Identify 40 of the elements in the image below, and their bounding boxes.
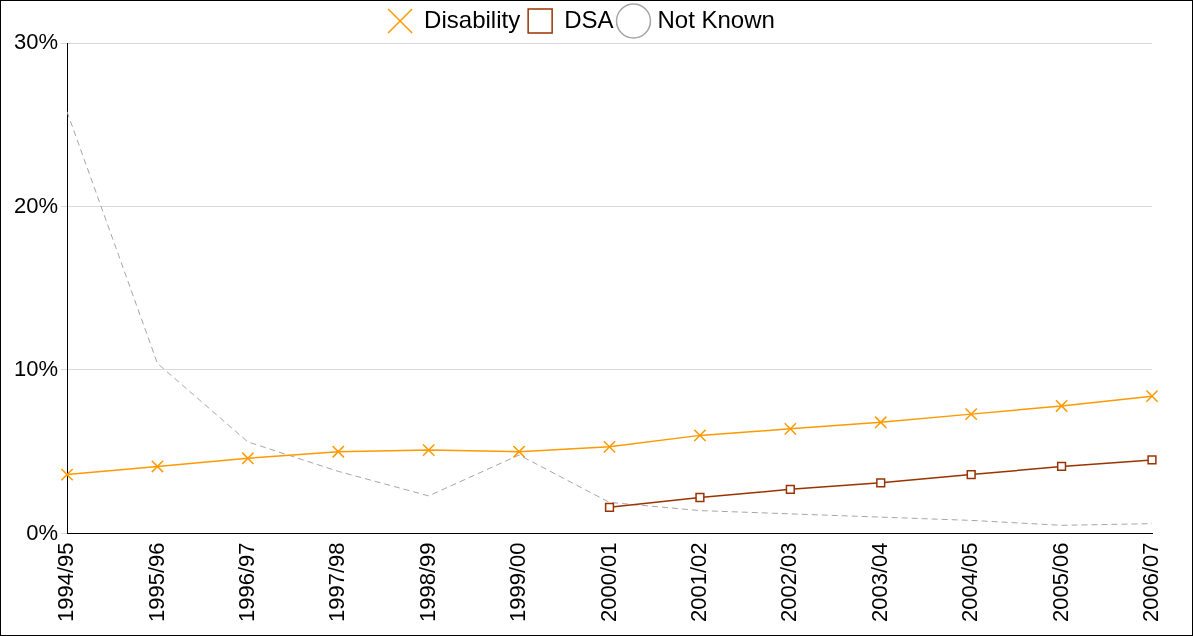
point: [603, 440, 616, 454]
point: [151, 460, 164, 473]
legend-label: Not Known: [657, 5, 775, 33]
legend-label: DSA: [564, 5, 614, 33]
x-tick-label: 1994/95: [53, 542, 79, 623]
point: [60, 468, 74, 482]
x-tick-label: 2001/02: [685, 542, 711, 623]
point: [783, 422, 797, 436]
point: [512, 445, 526, 459]
y-tick-label: 20%: [13, 192, 59, 218]
x-tick-label: 2006/07: [1138, 542, 1164, 623]
point: [693, 428, 707, 442]
point: [331, 445, 345, 459]
x-tick-label: 2002/03: [776, 542, 802, 623]
point: [874, 415, 888, 429]
x-tick-label: 1997/98: [324, 542, 350, 623]
point: [1147, 455, 1157, 465]
y-tick-label: 30%: [13, 29, 59, 55]
legend-label: Disability: [424, 5, 521, 33]
x-tick-label: 2005/06: [1047, 542, 1073, 623]
point: [604, 502, 615, 512]
x-tick-label: 1998/99: [414, 542, 440, 623]
y-tick-label: 10%: [13, 356, 59, 382]
point: [422, 443, 436, 457]
point: [964, 407, 978, 421]
x-tick-label: 1999/00: [505, 542, 531, 623]
point: [241, 451, 255, 465]
x-tick-label: 2004/05: [957, 542, 983, 623]
point: [876, 478, 886, 488]
point: [1145, 389, 1159, 403]
point: [785, 484, 795, 494]
point: [1056, 461, 1067, 472]
x-tick-label: 2000/01: [595, 542, 621, 623]
x-tick-label: 2003/04: [866, 542, 892, 623]
x-tick-label: 1996/97: [233, 542, 259, 623]
point: [695, 492, 705, 503]
point: [1055, 399, 1068, 413]
point: [966, 469, 976, 480]
x-tick-label: 1995/96: [143, 542, 169, 623]
y-tick-label: 0%: [26, 519, 59, 545]
